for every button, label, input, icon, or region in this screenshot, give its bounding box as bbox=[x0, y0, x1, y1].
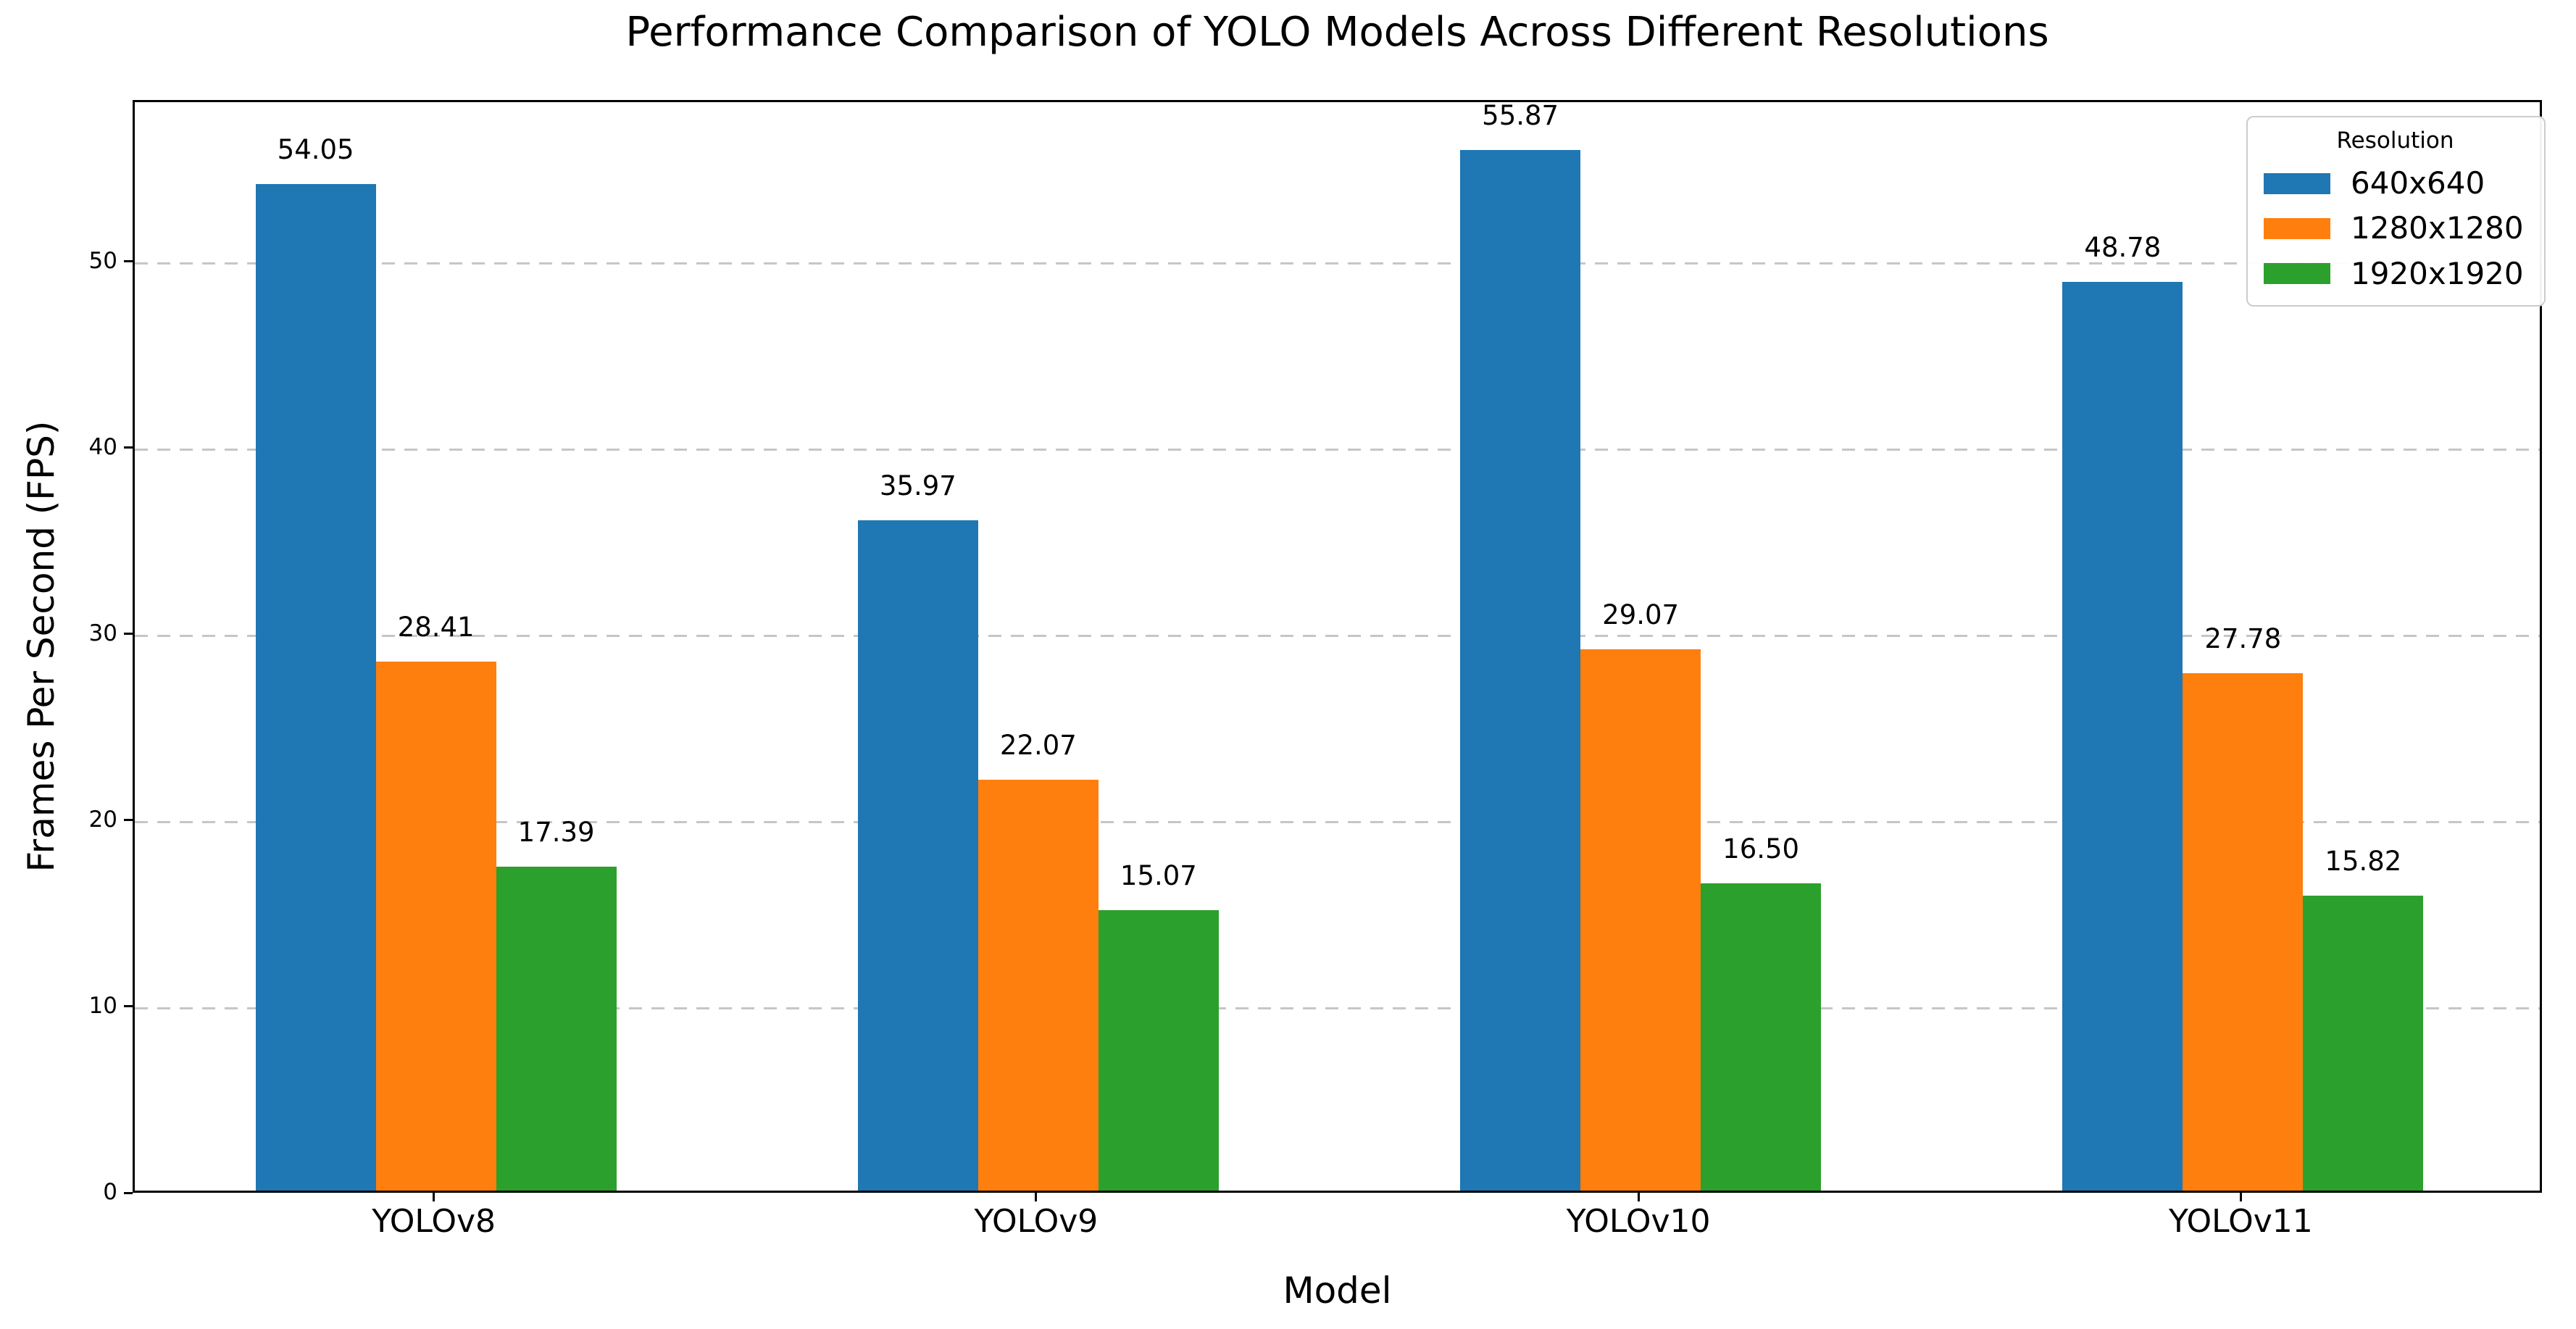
xtick-mark-yolov10 bbox=[1637, 1193, 1640, 1201]
legend-label-640x640: 640x640 bbox=[2351, 165, 2485, 201]
bar-value-yolov9-640x640: 35.97 bbox=[879, 470, 956, 502]
ytick-label-30: 30 bbox=[88, 620, 117, 646]
legend-label-1280x1280: 1280x1280 bbox=[2351, 210, 2524, 246]
legend-swatch-640x640 bbox=[2264, 172, 2330, 194]
xtick-label-yolov11: YOLOv11 bbox=[2169, 1203, 2313, 1240]
bar-yolov11-1280x1280 bbox=[2183, 672, 2304, 1191]
bar-value-yolov8-1920x1920: 17.39 bbox=[517, 816, 595, 848]
xtick-mark-yolov11 bbox=[2239, 1193, 2242, 1201]
y-axis-label: Frames Per Second (FPS) bbox=[20, 420, 62, 872]
legend: Resolution 640x640 1280x1280 1920x1920 bbox=[2246, 116, 2546, 307]
ytick-label-0: 0 bbox=[103, 1179, 117, 1205]
bar-yolov8-1280x1280 bbox=[375, 661, 496, 1191]
legend-entry-1280x1280: 1280x1280 bbox=[2264, 210, 2527, 246]
bar-yolov9-1280x1280 bbox=[978, 779, 1099, 1191]
bar-yolov9-1920x1920 bbox=[1098, 909, 1219, 1191]
ytick-label-10: 10 bbox=[88, 992, 117, 1019]
ytick-mark-0 bbox=[124, 1191, 133, 1194]
bar-yolov11-640x640 bbox=[2062, 282, 2183, 1191]
legend-label-1920x1920: 1920x1920 bbox=[2351, 255, 2524, 291]
bar-yolov8-1920x1920 bbox=[496, 866, 617, 1191]
bar-value-yolov11-1280x1280: 27.78 bbox=[2204, 622, 2282, 654]
ytick-mark-20 bbox=[124, 819, 133, 822]
gridline-50 bbox=[135, 262, 2540, 265]
bar-yolov11-1920x1920 bbox=[2303, 896, 2424, 1191]
gridline-10 bbox=[135, 1007, 2540, 1010]
bar-value-yolov10-1920x1920: 16.50 bbox=[1722, 833, 1800, 865]
legend-swatch-1280x1280 bbox=[2264, 218, 2330, 240]
ytick-mark-30 bbox=[124, 633, 133, 636]
bar-value-yolov11-640x640: 48.78 bbox=[2084, 232, 2162, 263]
bar-value-yolov10-1280x1280: 29.07 bbox=[1602, 599, 1680, 630]
xtick-label-yolov8: YOLOv8 bbox=[372, 1203, 496, 1240]
ytick-mark-40 bbox=[124, 446, 133, 449]
bar-value-yolov9-1280x1280: 22.07 bbox=[999, 729, 1077, 761]
bar-value-yolov9-1920x1920: 15.07 bbox=[1120, 859, 1197, 891]
bar-value-yolov10-640x640: 55.87 bbox=[1482, 99, 1559, 131]
bar-value-yolov8-640x640: 54.05 bbox=[277, 133, 354, 165]
gridline-20 bbox=[135, 821, 2540, 824]
ytick-label-40: 40 bbox=[88, 433, 117, 460]
xtick-label-yolov10: YOLOv10 bbox=[1566, 1203, 1711, 1240]
legend-entries: 640x640 1280x1280 1920x1920 bbox=[2264, 165, 2527, 292]
bar-yolov10-640x640 bbox=[1460, 149, 1581, 1191]
xtick-label-yolov9: YOLOv9 bbox=[974, 1203, 1099, 1240]
ytick-mark-50 bbox=[124, 260, 133, 263]
xtick-mark-yolov9 bbox=[1035, 1193, 1038, 1201]
xtick-mark-yolov8 bbox=[433, 1193, 435, 1201]
bar-value-yolov8-1280x1280: 28.41 bbox=[397, 611, 475, 643]
legend-swatch-1920x1920 bbox=[2264, 263, 2330, 285]
gridline-30 bbox=[135, 635, 2540, 638]
bar-yolov10-1280x1280 bbox=[1580, 649, 1701, 1191]
plot-area: 54.05 28.41 17.39 35.97 22.07 15.07 55.87 29.07… bbox=[133, 100, 2542, 1193]
gridline-40 bbox=[135, 449, 2540, 451]
ytick-label-50: 50 bbox=[88, 247, 117, 274]
legend-entry-1920x1920: 1920x1920 bbox=[2264, 256, 2527, 292]
ytick-label-20: 20 bbox=[88, 806, 117, 833]
bar-yolov10-1920x1920 bbox=[1701, 883, 1822, 1191]
x-axis-label: Model bbox=[1283, 1270, 1392, 1312]
legend-entry-640x640: 640x640 bbox=[2264, 165, 2527, 201]
bar-value-yolov11-1920x1920: 15.82 bbox=[2325, 846, 2402, 878]
chart-title: Performance Comparison of YOLO Models Ac… bbox=[625, 9, 2049, 56]
legend-title: Resolution bbox=[2336, 128, 2454, 154]
bar-yolov9-640x640 bbox=[857, 520, 978, 1191]
ytick-mark-10 bbox=[124, 1005, 133, 1008]
bar-yolov8-640x640 bbox=[255, 183, 376, 1191]
